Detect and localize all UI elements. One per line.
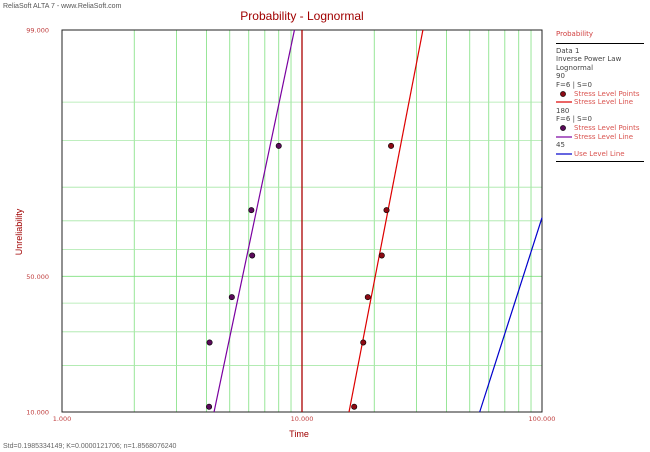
- legend-separator: [556, 42, 644, 44]
- data-point-180: [249, 252, 256, 259]
- data-marks: [206, 29, 543, 413]
- legend-distribution: Lognormal: [556, 63, 594, 72]
- legend-points-180: Stress Level Points: [556, 124, 648, 133]
- legend-model: Inverse Power Law: [556, 55, 622, 64]
- chart-title: Probability - Lognormal: [240, 9, 363, 23]
- legend-use-level-line: Use Level Line: [556, 150, 648, 159]
- legend-title: Probability: [556, 30, 594, 38]
- x-tick-label: 100.000: [529, 415, 556, 423]
- tick-labels: 1.000 10.000 100.000 10.000 50.000 99.000: [26, 27, 555, 424]
- data-point-90: [360, 339, 367, 346]
- software-header: ReliaSoft ALTA 7 - www.ReliaSoft.com: [3, 3, 122, 10]
- line-marker-icon: [556, 135, 572, 138]
- legend-line-label: Stress Level Line: [574, 132, 634, 141]
- data-point-90: [364, 294, 371, 301]
- data-point-90: [351, 403, 358, 410]
- legend-counts-180: F=6 | S=0: [556, 115, 592, 124]
- x-tick-label: 1.000: [53, 415, 72, 423]
- data-point-180: [228, 294, 235, 301]
- x-axis-label: Time: [289, 429, 309, 439]
- line-marker-icon: [556, 153, 572, 155]
- series-line-180: [213, 29, 296, 413]
- legend-separator: [556, 161, 644, 163]
- data-point-180: [206, 403, 213, 410]
- data-point-180: [248, 207, 255, 214]
- legend-stress-90: 90: [556, 72, 565, 81]
- legend-use-level-label: Use Level Line: [574, 149, 625, 158]
- series-line-90: [348, 29, 424, 413]
- legend-points-90: Stress Level Points: [556, 90, 648, 99]
- legend-line-180: Stress Level Line: [556, 133, 648, 142]
- legend-points-label: Stress Level Points: [574, 123, 640, 132]
- legend-points-label: Stress Level Points: [574, 89, 640, 98]
- legend-stress-180: 180: [556, 106, 570, 115]
- point-marker-icon: [560, 125, 566, 131]
- data-point-90: [378, 252, 385, 259]
- legend-use-level: 45: [556, 141, 565, 150]
- footer-params: Std=0.1985334149; K=0.0000121706; n=1.85…: [3, 443, 177, 450]
- data-point-90: [383, 207, 390, 214]
- line-marker-icon: [556, 101, 572, 103]
- legend-counts-90: F=6 | S=0: [556, 80, 592, 89]
- data-point-180: [206, 339, 213, 346]
- legend-data-name: Data 1: [556, 46, 580, 55]
- y-tick-label: 50.000: [26, 273, 49, 281]
- y-tick-label: 10.000: [26, 409, 49, 417]
- legend-line-90: Stress Level Line: [556, 98, 648, 107]
- y-tick-label: 99.000: [26, 27, 49, 35]
- series-line-45: [479, 217, 543, 413]
- data-point-90: [388, 142, 395, 149]
- legend-line-label: Stress Level Line: [574, 98, 634, 107]
- y-axis-label: Unreliability: [14, 208, 24, 255]
- legend: Probability Data 1 Inverse Power Law Log…: [556, 30, 648, 163]
- x-tick-label: 10.000: [291, 415, 314, 423]
- data-point-180: [275, 142, 282, 149]
- point-marker-icon: [560, 90, 566, 97]
